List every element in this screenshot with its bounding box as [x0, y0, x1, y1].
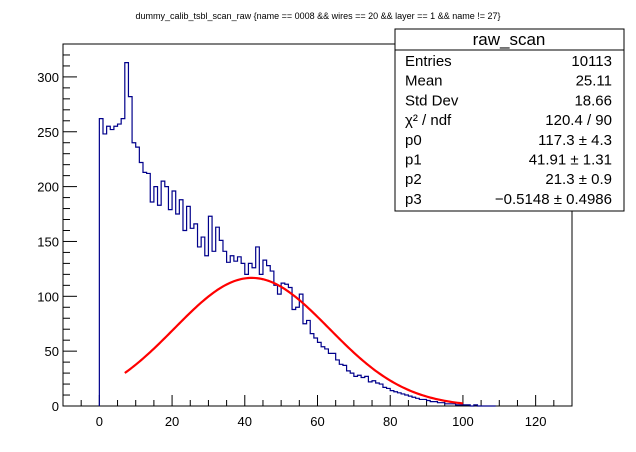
- x-axis: 0 20 40 60 80 100 120: [62, 395, 573, 429]
- stats-box-name: raw_scan: [473, 30, 546, 49]
- stats-label: p3: [405, 191, 422, 208]
- stats-label: p0: [405, 132, 422, 149]
- y-axis: 0 50 100 150 200 250 300: [37, 43, 77, 414]
- stats-label: χ² / ndf: [405, 112, 452, 129]
- x-tick-label: 0: [96, 414, 103, 429]
- y-tick-label: 0: [52, 399, 59, 414]
- stats-label: Std Dev: [405, 92, 459, 109]
- stats-value: 21.3 ± 0.9: [545, 171, 612, 188]
- x-tick-label: 100: [452, 414, 474, 429]
- stats-box: raw_scan Entries 10113 Mean 25.11 Std Dev 18.…: [394, 28, 625, 212]
- stats-rows: Entries 10113 Mean 25.11 Std Dev 18.66 χ² / nd…: [405, 53, 612, 208]
- stats-value: 117.3 ± 4.3: [538, 132, 612, 149]
- stats-value: 25.11: [576, 73, 612, 90]
- y-tick-label: 150: [37, 234, 59, 249]
- histogram-line: [98, 62, 496, 407]
- stats-box-frame: [394, 28, 625, 212]
- x-tick-label: 40: [238, 414, 252, 429]
- stats-value: 120.4 / 90: [545, 112, 612, 129]
- y-tick-label: 50: [45, 344, 59, 359]
- stats-label: p2: [405, 171, 422, 188]
- stats-label: Entries: [405, 53, 452, 70]
- stats-value: 41.91 ± 1.31: [529, 152, 612, 169]
- x-tick-label: 120: [525, 414, 547, 429]
- y-tick-label: 100: [37, 289, 59, 304]
- chart-title: dummy_calib_tsbl_scan_raw {name == 0008 …: [136, 11, 501, 21]
- plot-area: 0 50 100 150 200 250 300 0 20 40 60 80 100 120: [37, 43, 573, 429]
- stats-value: 10113: [571, 53, 612, 70]
- y-tick-label: 300: [37, 70, 59, 85]
- x-tick-label: 80: [383, 414, 397, 429]
- y-tick-label: 200: [37, 180, 59, 195]
- stats-label: Mean: [405, 73, 443, 90]
- fit-curve: [124, 276, 464, 405]
- stats-value: 18.66: [574, 92, 612, 109]
- stats-value: −0.5148 ± 0.4986: [495, 191, 612, 208]
- x-tick-label: 60: [310, 414, 324, 429]
- x-tick-label: 20: [165, 414, 179, 429]
- stats-label: p1: [405, 152, 422, 169]
- y-tick-label: 250: [37, 125, 59, 140]
